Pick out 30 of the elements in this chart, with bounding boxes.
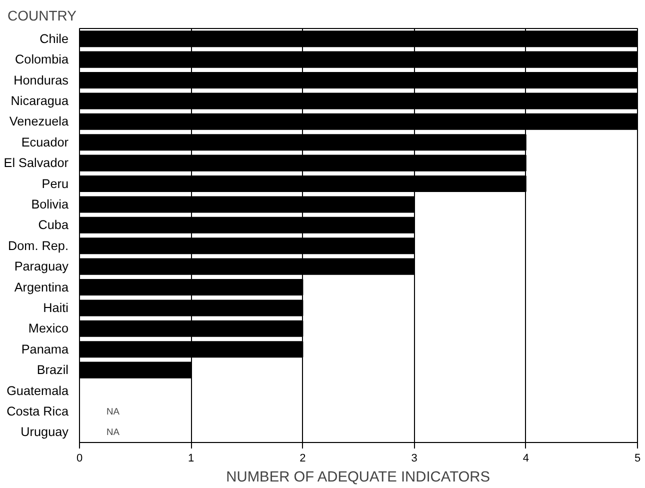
- text: NA: [106, 427, 120, 438]
- x-tick-label: 4: [522, 452, 529, 464]
- y-tick-label: Haiti: [43, 300, 69, 315]
- y-tick-label: Nicaragua: [10, 94, 70, 108]
- y-tick-label: Mexico: [28, 322, 69, 336]
- x-axis-title: NUMBER OF ADEQUATE INDICATORS: [226, 470, 490, 486]
- x-tick-label: 2: [300, 452, 306, 464]
- y-tick-label: Paraguay: [14, 260, 70, 274]
- x-tick-label: 3: [411, 452, 418, 464]
- y-tick-label: Panama: [21, 342, 70, 356]
- y-tick-label: Venezuela: [9, 114, 70, 129]
- y-tick-label: Chile: [40, 32, 69, 46]
- y-tick-label: Cuba: [38, 218, 70, 232]
- y-tick-label: El Salvador: [4, 156, 69, 170]
- x-tick-label: 0: [76, 452, 83, 464]
- y-axis-title: COUNTRY: [8, 8, 78, 24]
- y-tick-label: Ecuador: [21, 135, 68, 150]
- y-tick-label: Guatemala: [6, 384, 70, 398]
- text: NA: [106, 406, 120, 416]
- y-tick-label: Costa Rica: [6, 404, 70, 418]
- y-tick-label: Peru: [42, 176, 68, 191]
- y-tick-label: Colombia: [15, 52, 70, 67]
- y-tick-label: Dom. Rep.: [8, 238, 69, 253]
- y-tick-label: Uruguay: [20, 425, 70, 440]
- y-tick-label: Brazil: [36, 363, 69, 378]
- y-tick-label: Argentina: [14, 280, 70, 294]
- y-tick-label: Honduras: [14, 73, 69, 88]
- y-tick-label: Bolivia: [31, 197, 70, 212]
- x-tick-label: 5: [634, 452, 641, 464]
- x-tick-label: 1: [188, 452, 194, 464]
